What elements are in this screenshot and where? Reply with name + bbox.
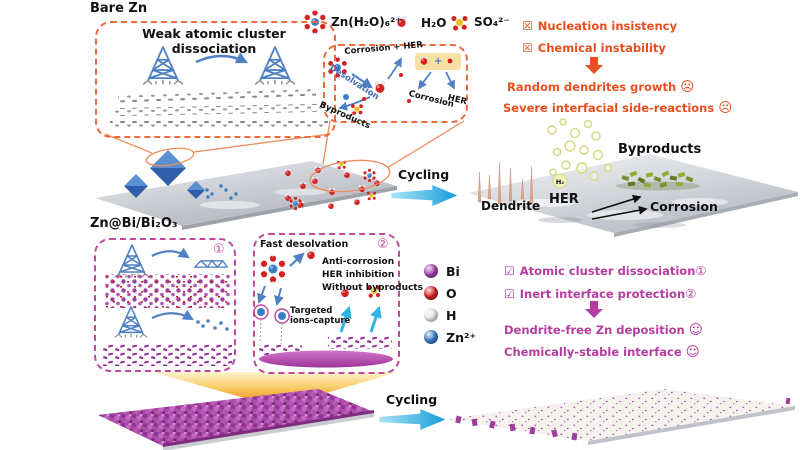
benefit-label: Inert interface protection bbox=[519, 286, 686, 301]
circled-one-icon: ① bbox=[213, 242, 225, 257]
benefit-protection: ☑ Inert interface protection ② bbox=[504, 286, 696, 301]
issue-label: Chemical instability bbox=[537, 41, 666, 55]
byproduct-flakes bbox=[621, 170, 694, 188]
edge-deposits bbox=[455, 397, 791, 441]
issue-nucleation: ☒ Nucleation insistency bbox=[522, 19, 677, 33]
without-byproducts-label: Without byproducts bbox=[322, 283, 423, 293]
cycling-arrow-top bbox=[391, 185, 458, 206]
outcome-stable-interface: Chemically-stable interface ☺ bbox=[504, 344, 700, 360]
outcome-label: Severe interfacial side-reactions bbox=[503, 101, 715, 115]
legend-row-h: H bbox=[424, 306, 456, 324]
crossed-checkbox-icon: ☒ bbox=[522, 41, 533, 55]
benefit-dissociation: ☑ Atomic cluster dissociation ① bbox=[504, 263, 707, 278]
issue-instability: ☒ Chemical instability bbox=[522, 41, 666, 55]
h2-bubble bbox=[552, 173, 568, 189]
byproducts-label: Byproducts bbox=[618, 142, 702, 157]
mechanism-box bbox=[253, 233, 400, 374]
legend-label-hydrated-zinc: Zn(H₂O)₆²⁺ bbox=[331, 15, 402, 29]
outcome-label: Dendrite-free Zn deposition bbox=[504, 323, 685, 337]
dissociation-box bbox=[94, 238, 236, 372]
cycling-arrow-bottom bbox=[379, 409, 446, 430]
outcome-label: Chemically-stable interface bbox=[504, 345, 682, 359]
zinc-cluster-dots bbox=[205, 184, 238, 200]
sad-face-icon: ☹ bbox=[718, 100, 733, 116]
dendrite-label: Dendrite bbox=[481, 199, 541, 213]
cycled-bare-plate: H₂ bbox=[468, 118, 798, 237]
smiley-face-icon: ☺ bbox=[688, 322, 703, 338]
legend-row-bi: Bi bbox=[424, 262, 460, 280]
legend-label: Bi bbox=[446, 263, 460, 279]
bi-coating-layer bbox=[259, 350, 393, 368]
outcome-dendrite-free: Dendrite-free Zn deposition ☺ bbox=[504, 322, 703, 338]
targeted-label-line1: Targeted bbox=[290, 306, 333, 316]
weak-dissociation-box-art bbox=[110, 46, 328, 129]
her-inhibition-label: HER inhibition bbox=[322, 270, 395, 280]
benefit-label: Atomic cluster dissociation bbox=[519, 263, 696, 278]
legend-label: H bbox=[446, 307, 457, 323]
deposition-glow-funnel bbox=[152, 372, 398, 399]
h-sphere-icon bbox=[424, 308, 438, 322]
dissociation-box-art bbox=[102, 244, 232, 366]
circled-two-icon: ② bbox=[685, 286, 697, 301]
legend-label: Zn²⁺ bbox=[446, 329, 477, 345]
bi-sphere-icon bbox=[424, 264, 438, 278]
section-title-bare-zn: Bare Zn bbox=[90, 1, 148, 16]
zn-sphere-icon bbox=[424, 330, 438, 344]
corrosion-label: Corrosion bbox=[650, 199, 718, 214]
issue-label: Nucleation insistency bbox=[537, 19, 677, 33]
anti-corrosion-label: Anti-corrosion bbox=[322, 257, 395, 267]
checked-checkbox-icon: ☑ bbox=[504, 263, 515, 278]
o-sphere-icon bbox=[424, 286, 438, 300]
legend-row-zn: Zn²⁺ bbox=[424, 328, 476, 346]
cluster-fragments bbox=[196, 319, 229, 331]
plus-sign: + bbox=[434, 56, 443, 67]
down-arrow-icon bbox=[585, 301, 603, 318]
outcome-side-reactions: Severe interfacial side-reactions ☹ bbox=[503, 100, 732, 116]
cycling-label-top: Cycling bbox=[398, 167, 450, 182]
section-title-coated-zn: Zn@Bi/Bi₂O₃ bbox=[90, 216, 178, 231]
cycling-label-bottom: Cycling bbox=[386, 392, 438, 407]
bare-plate bbox=[95, 120, 465, 230]
solvation-box bbox=[323, 44, 468, 123]
dendrites bbox=[477, 161, 534, 205]
checked-checkbox-icon: ☑ bbox=[504, 286, 515, 301]
outcome-label: Random dendrites growth bbox=[507, 80, 677, 94]
h2-label: H₂ bbox=[556, 178, 564, 186]
fast-desolvation-label: Fast desolvation bbox=[260, 239, 349, 250]
sulfate-icon bbox=[451, 16, 468, 31]
down-arrow-icon bbox=[585, 57, 603, 74]
her-label: HER bbox=[549, 192, 579, 207]
circled-one-icon: ① bbox=[695, 263, 707, 278]
weak-dissociation-box bbox=[95, 21, 336, 138]
sad-face-icon: ☹ bbox=[680, 79, 695, 95]
smiley-face-icon: ☺ bbox=[685, 344, 700, 360]
weak-dissociation-box-title: Weak atomic cluster dissociation bbox=[142, 26, 286, 56]
hydrogen-bubbles bbox=[547, 118, 613, 181]
solvation-box-art bbox=[327, 53, 461, 115]
circled-two-icon: ② bbox=[377, 237, 389, 252]
legend-label-sulfate: SO₄²⁻ bbox=[474, 15, 510, 29]
crossed-checkbox-icon: ☒ bbox=[522, 19, 533, 33]
coated-plate bbox=[98, 389, 374, 450]
legend-label-water: H₂O bbox=[421, 16, 447, 30]
cycled-coated-plate bbox=[448, 389, 795, 445]
outcome-dendrites: Random dendrites growth ☹ bbox=[507, 79, 694, 95]
legend-row-o: O bbox=[424, 284, 457, 302]
reaction-arrows bbox=[591, 194, 648, 220]
targeted-label-line2: ions-capture bbox=[290, 316, 351, 326]
legend-label: O bbox=[446, 285, 457, 301]
